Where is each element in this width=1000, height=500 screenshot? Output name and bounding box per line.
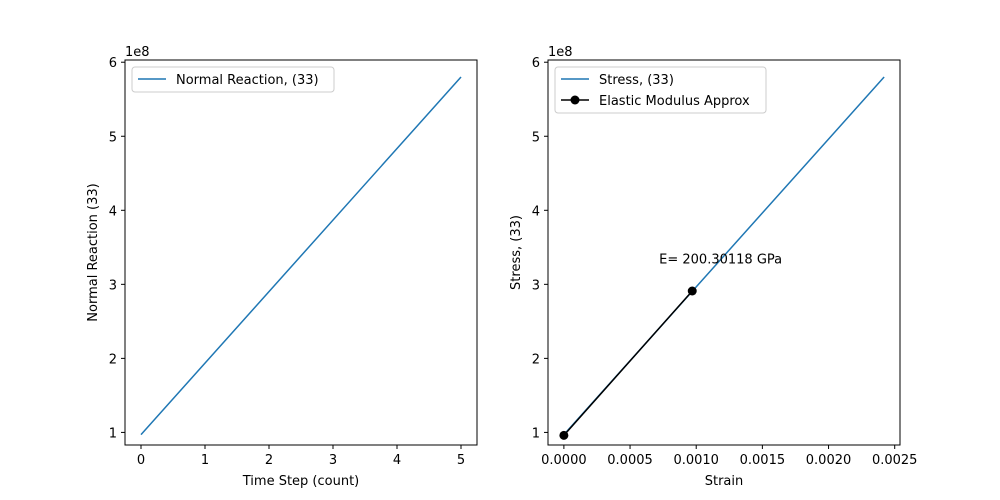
right-xtick-label-4: 0.0020: [806, 453, 852, 468]
right-legend-frame: [554, 66, 767, 114]
left-ytick-label-5: 6: [109, 56, 117, 71]
right-legend: Stress, (33) Elastic Modulus Approx: [554, 66, 767, 114]
left-ytick-group: 1 2 3 4 5 6: [109, 56, 125, 441]
left-series-normal-reaction-33-line: [140, 76, 462, 436]
left-axes-frame: [124, 59, 478, 446]
left-ytick-label-1: 2: [109, 352, 117, 367]
left-xtick-label-2: 2: [265, 453, 273, 468]
left-legend: Normal Reaction, (33): [131, 66, 335, 93]
right-xtick-label-1: 0.0005: [607, 453, 653, 468]
right-series-elastic-modulus-approx-line: [563, 290, 693, 436]
right-series-elastic-modulus-approx-point-1: [687, 286, 697, 296]
right-xtick-label-2: 0.0010: [673, 453, 719, 468]
left-ytick-label-2: 3: [109, 278, 117, 293]
left-x-axis-label: Time Step (count): [242, 474, 360, 489]
right-ytick-group: 1 2 3 4 5 6: [532, 56, 548, 441]
left-xtick-label-3: 3: [329, 453, 337, 468]
left-legend-frame: [131, 66, 335, 93]
right-y-axis-label: Stress, (33): [509, 215, 524, 290]
left-xtick-label-0: 0: [137, 453, 145, 468]
right-ytick-label-1: 2: [532, 352, 540, 367]
right-ytick-label-3: 4: [532, 204, 540, 219]
left-xtick-label-4: 4: [393, 453, 401, 468]
right-axes-frame: [547, 59, 901, 446]
left-y-axis-label: Normal Reaction (33): [86, 183, 101, 321]
left-xtick-group: 0 1 2 3 4 5: [137, 445, 465, 468]
right-ytick-label-0: 1: [532, 426, 540, 441]
elastic-modulus-annotation: E= 200.30118 GPa: [659, 252, 782, 267]
right-x-axis-label: Strain: [705, 474, 744, 489]
left-legend-label-normal-reaction: Normal Reaction, (33): [176, 73, 319, 88]
right-xtick-label-5: 0.0025: [872, 453, 918, 468]
right-xtick-label-3: 0.0015: [740, 453, 786, 468]
left-y-offset-text: 1e8: [125, 45, 150, 60]
left-xtick-label-5: 5: [457, 453, 465, 468]
right-y-offset-text: 1e8: [548, 45, 573, 60]
left-subplot: 0 1 2 3 4 5 1 2 3 4 5 6 1e8 Time Step (count) Norm…: [86, 45, 478, 489]
right-ytick-label-4: 5: [532, 130, 540, 145]
right-ytick-label-5: 6: [532, 56, 540, 71]
right-subplot: 0.0000 0.0005 0.0010 0.0015 0.0020 0.0025 1 2 3…: [509, 45, 917, 489]
left-ytick-label-0: 1: [109, 426, 117, 441]
right-ytick-label-2: 3: [532, 278, 540, 293]
left-series-layer: [140, 76, 462, 436]
right-legend-marker-elastic-modulus: [570, 95, 580, 105]
left-ytick-label-4: 5: [109, 130, 117, 145]
right-series-elastic-modulus-approx-point-0: [559, 430, 569, 440]
left-xtick-label-1: 1: [201, 453, 209, 468]
left-ytick-label-3: 4: [109, 204, 117, 219]
right-xtick-group: 0.0000 0.0005 0.0010 0.0015 0.0020 0.0025: [541, 445, 917, 468]
right-xtick-label-0: 0.0000: [541, 453, 587, 468]
right-series-layer: [559, 76, 885, 440]
right-legend-label-stress: Stress, (33): [599, 73, 674, 88]
right-legend-label-elastic-modulus: Elastic Modulus Approx: [599, 94, 750, 109]
